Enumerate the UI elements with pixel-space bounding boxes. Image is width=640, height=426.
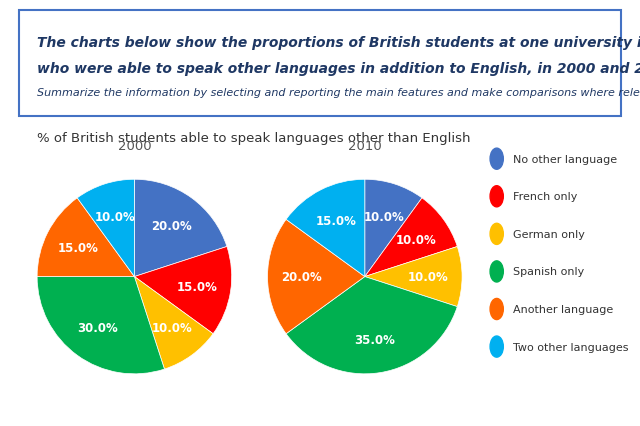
- Wedge shape: [134, 180, 227, 277]
- FancyBboxPatch shape: [19, 11, 621, 117]
- Wedge shape: [365, 180, 422, 277]
- Text: Another language: Another language: [513, 304, 613, 314]
- Title: 2000: 2000: [118, 140, 151, 153]
- Circle shape: [490, 224, 503, 245]
- Text: 20.0%: 20.0%: [151, 219, 192, 232]
- Wedge shape: [37, 199, 134, 277]
- Text: No other language: No other language: [513, 154, 617, 164]
- Text: 10.0%: 10.0%: [364, 210, 404, 223]
- Text: 10.0%: 10.0%: [408, 271, 449, 283]
- Text: 35.0%: 35.0%: [355, 333, 395, 345]
- Text: 20.0%: 20.0%: [281, 271, 322, 283]
- Circle shape: [490, 336, 503, 357]
- Wedge shape: [77, 180, 134, 277]
- Text: 10.0%: 10.0%: [95, 210, 135, 223]
- Wedge shape: [37, 277, 164, 374]
- Wedge shape: [286, 277, 458, 374]
- Text: The charts below show the proportions of British students at one university in E: The charts below show the proportions of…: [37, 36, 640, 50]
- Text: Spanish only: Spanish only: [513, 267, 584, 277]
- Circle shape: [490, 261, 503, 282]
- Text: Summarize the information by selecting and reporting the main features and make : Summarize the information by selecting a…: [37, 88, 640, 98]
- Text: % of British students able to speak languages other than English: % of British students able to speak lang…: [36, 132, 470, 145]
- Wedge shape: [134, 247, 232, 334]
- Text: 15.0%: 15.0%: [316, 214, 356, 227]
- Circle shape: [490, 186, 503, 207]
- Text: 15.0%: 15.0%: [58, 242, 99, 255]
- Text: 30.0%: 30.0%: [77, 322, 118, 334]
- Wedge shape: [134, 277, 213, 369]
- Circle shape: [490, 299, 503, 320]
- Circle shape: [490, 149, 503, 170]
- Text: French only: French only: [513, 192, 577, 202]
- Text: 10.0%: 10.0%: [396, 233, 436, 246]
- Wedge shape: [365, 247, 462, 307]
- Wedge shape: [286, 180, 365, 277]
- Title: 2010: 2010: [348, 140, 381, 153]
- Text: 15.0%: 15.0%: [177, 280, 218, 293]
- Wedge shape: [268, 220, 365, 334]
- Text: 10.0%: 10.0%: [151, 322, 192, 334]
- Text: who were able to speak other languages in addition to English, in 2000 and 2010.: who were able to speak other languages i…: [37, 62, 640, 76]
- Wedge shape: [365, 199, 458, 277]
- Text: German only: German only: [513, 229, 585, 239]
- Text: Two other languages: Two other languages: [513, 342, 628, 352]
